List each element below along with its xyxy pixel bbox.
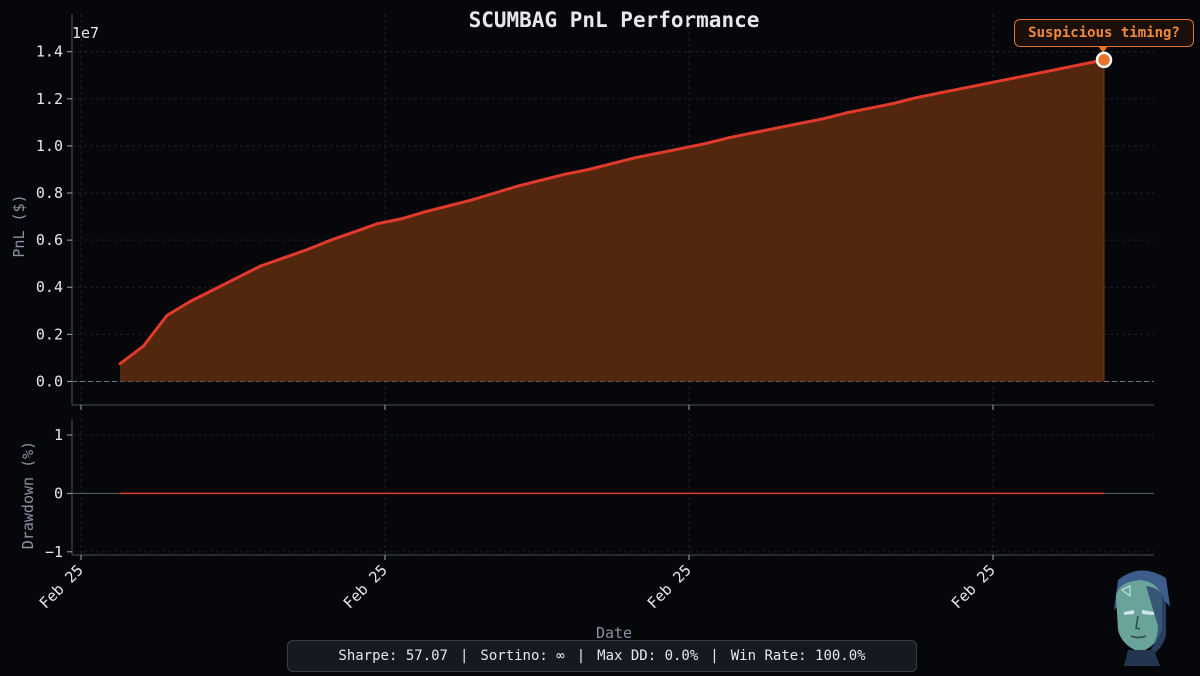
pnl-data-point xyxy=(259,264,263,268)
stats-bar: Sharpe: 57.07 | Sortino: ∞ | Max DD: 0.0… xyxy=(287,640,917,672)
annotation-label: Suspicious timing? xyxy=(1014,19,1194,47)
x-tick-label: Feb 25 xyxy=(36,561,87,612)
pnl-data-point xyxy=(446,204,450,208)
pnl-data-point xyxy=(633,156,637,160)
sharpe-stat: Sharpe: 57.07 xyxy=(338,648,448,664)
pnl-data-point xyxy=(1055,67,1059,71)
pnl-data-point xyxy=(423,210,427,214)
stats-separator: | xyxy=(710,648,719,664)
pnl-data-point xyxy=(751,131,755,135)
pnl-data-point xyxy=(821,117,825,121)
drawdown-panel: −1 0 1 Feb 25 Feb 25 Feb 25 Feb 25 xyxy=(36,419,1154,612)
pnl-data-point xyxy=(704,142,708,146)
pnl-data-point xyxy=(212,288,216,292)
pnl-data-point xyxy=(727,136,731,140)
pnl-y-tick-label: 0.6 xyxy=(36,231,63,249)
pnl-y-tick-label: 0.4 xyxy=(36,278,63,296)
pnl-y-tick-label: 1.4 xyxy=(36,43,63,61)
pnl-data-point xyxy=(493,191,497,195)
pnl-data-point xyxy=(587,167,591,171)
x-axis-label: Date xyxy=(596,624,632,642)
pnl-y-tick-label: 0.0 xyxy=(36,372,63,390)
pnl-data-point xyxy=(282,256,286,260)
pnl-data-point xyxy=(868,106,872,110)
pnl-data-point xyxy=(1032,72,1036,76)
pnl-data-point xyxy=(165,313,169,317)
pnl-data-point xyxy=(352,230,356,234)
x-tick-label: Feb 25 xyxy=(948,561,999,612)
stats-separator: | xyxy=(459,648,469,664)
drawdown-y-axis-label: Drawdown (%) xyxy=(19,441,37,549)
pnl-data-point xyxy=(774,126,778,130)
max-drawdown-stat: Max DD: 0.0% xyxy=(597,648,699,664)
pnl-data-point xyxy=(469,198,473,202)
pnl-data-point xyxy=(891,102,895,106)
pnl-data-point xyxy=(399,217,403,221)
pnl-data-point xyxy=(329,238,333,242)
y-offset-label: 1e7 xyxy=(72,24,99,42)
drawdown-y-tick-label: 1 xyxy=(54,426,63,444)
pnl-data-point xyxy=(680,146,684,150)
pnl-panel: 0.0 0.2 0.4 0.6 0.8 1.0 1.2 1.4 xyxy=(36,14,1154,410)
pnl-data-point xyxy=(985,81,989,85)
pnl-data-point xyxy=(563,172,567,176)
pnl-y-tick-label: 0.2 xyxy=(36,325,63,343)
x-tick-label: Feb 25 xyxy=(644,561,695,612)
annotation-arrowhead xyxy=(1098,45,1108,53)
pnl-data-point xyxy=(540,178,544,182)
pnl-data-point xyxy=(961,86,965,90)
drawdown-y-tick-label: 0 xyxy=(54,484,63,502)
pnl-data-point xyxy=(376,222,380,226)
pnl-data-point xyxy=(938,91,942,95)
drawdown-y-tick-label: −1 xyxy=(45,543,63,561)
pnl-data-point xyxy=(1008,77,1012,81)
pnl-data-point xyxy=(235,276,239,280)
annotation-marker xyxy=(1095,51,1113,69)
pnl-data-point xyxy=(844,111,848,115)
pnl-data-point xyxy=(188,299,192,303)
pnl-data-point xyxy=(610,162,614,166)
pnl-y-tick-label: 1.2 xyxy=(36,90,63,108)
pnl-data-point xyxy=(657,151,661,155)
pnl-data-point xyxy=(1079,63,1083,67)
pnl-data-point xyxy=(118,362,122,366)
pnl-y-tick-label: 1.0 xyxy=(36,137,63,155)
pnl-data-point xyxy=(305,248,309,252)
chart-title: SCUMBAG PnL Performance xyxy=(469,8,760,32)
x-tick-label: Feb 25 xyxy=(340,561,391,612)
pnl-y-axis-label: PnL ($) xyxy=(10,194,28,257)
pnl-data-point xyxy=(141,344,145,348)
win-rate-stat: Win Rate: 100.0% xyxy=(730,648,866,664)
pnl-area-fill xyxy=(120,59,1104,382)
avatar-image xyxy=(1114,570,1170,666)
pnl-y-tick-label: 0.8 xyxy=(36,184,63,202)
pnl-data-point xyxy=(915,96,919,100)
stats-separator: | xyxy=(576,648,586,664)
pnl-data-point xyxy=(516,184,520,188)
sortino-stat: Sortino: ∞ xyxy=(480,648,565,664)
pnl-data-point xyxy=(797,122,801,126)
